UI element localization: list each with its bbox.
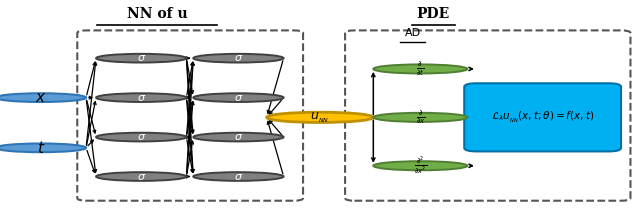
Text: $\sigma$: $\sigma$ (234, 93, 243, 103)
Text: $\sigma$: $\sigma$ (234, 132, 243, 142)
Ellipse shape (96, 172, 186, 181)
Ellipse shape (96, 133, 186, 141)
Text: $x$: $x$ (35, 91, 47, 105)
Text: $\frac{\partial}{\partial t}$: $\frac{\partial}{\partial t}$ (416, 60, 424, 78)
Ellipse shape (373, 64, 467, 73)
Text: $\sigma$: $\sigma$ (234, 172, 243, 181)
Text: $\sigma$: $\sigma$ (136, 53, 146, 63)
Ellipse shape (193, 172, 284, 181)
Ellipse shape (0, 93, 86, 102)
Text: $t$: $t$ (36, 140, 45, 156)
Ellipse shape (96, 93, 186, 102)
Text: $\mathcal{L}_{\lambda}u_{_{NN}}(x,t;\theta)=f(x,t)$: $\mathcal{L}_{\lambda}u_{_{NN}}(x,t;\the… (491, 110, 595, 125)
Ellipse shape (96, 54, 186, 63)
Text: AD: AD (404, 29, 421, 38)
Ellipse shape (373, 113, 467, 122)
Text: $\sigma$: $\sigma$ (136, 172, 146, 181)
Text: $\frac{\partial^2}{\partial x^2}$: $\frac{\partial^2}{\partial x^2}$ (414, 155, 427, 176)
Text: $\frac{\partial}{\partial x}$: $\frac{\partial}{\partial x}$ (415, 109, 425, 126)
Ellipse shape (373, 161, 467, 170)
Text: $\sigma$: $\sigma$ (234, 53, 243, 63)
Ellipse shape (0, 143, 86, 152)
Text: NN of u: NN of u (127, 6, 188, 21)
Text: PDE: PDE (416, 6, 449, 21)
FancyBboxPatch shape (464, 83, 621, 151)
Ellipse shape (193, 133, 284, 141)
Ellipse shape (193, 54, 284, 63)
Ellipse shape (193, 93, 284, 102)
Text: $\sigma$: $\sigma$ (136, 93, 146, 103)
Text: $\sigma$: $\sigma$ (136, 132, 146, 142)
Text: $u_{_{NN}}$: $u_{_{NN}}$ (310, 110, 330, 125)
Ellipse shape (267, 112, 373, 122)
